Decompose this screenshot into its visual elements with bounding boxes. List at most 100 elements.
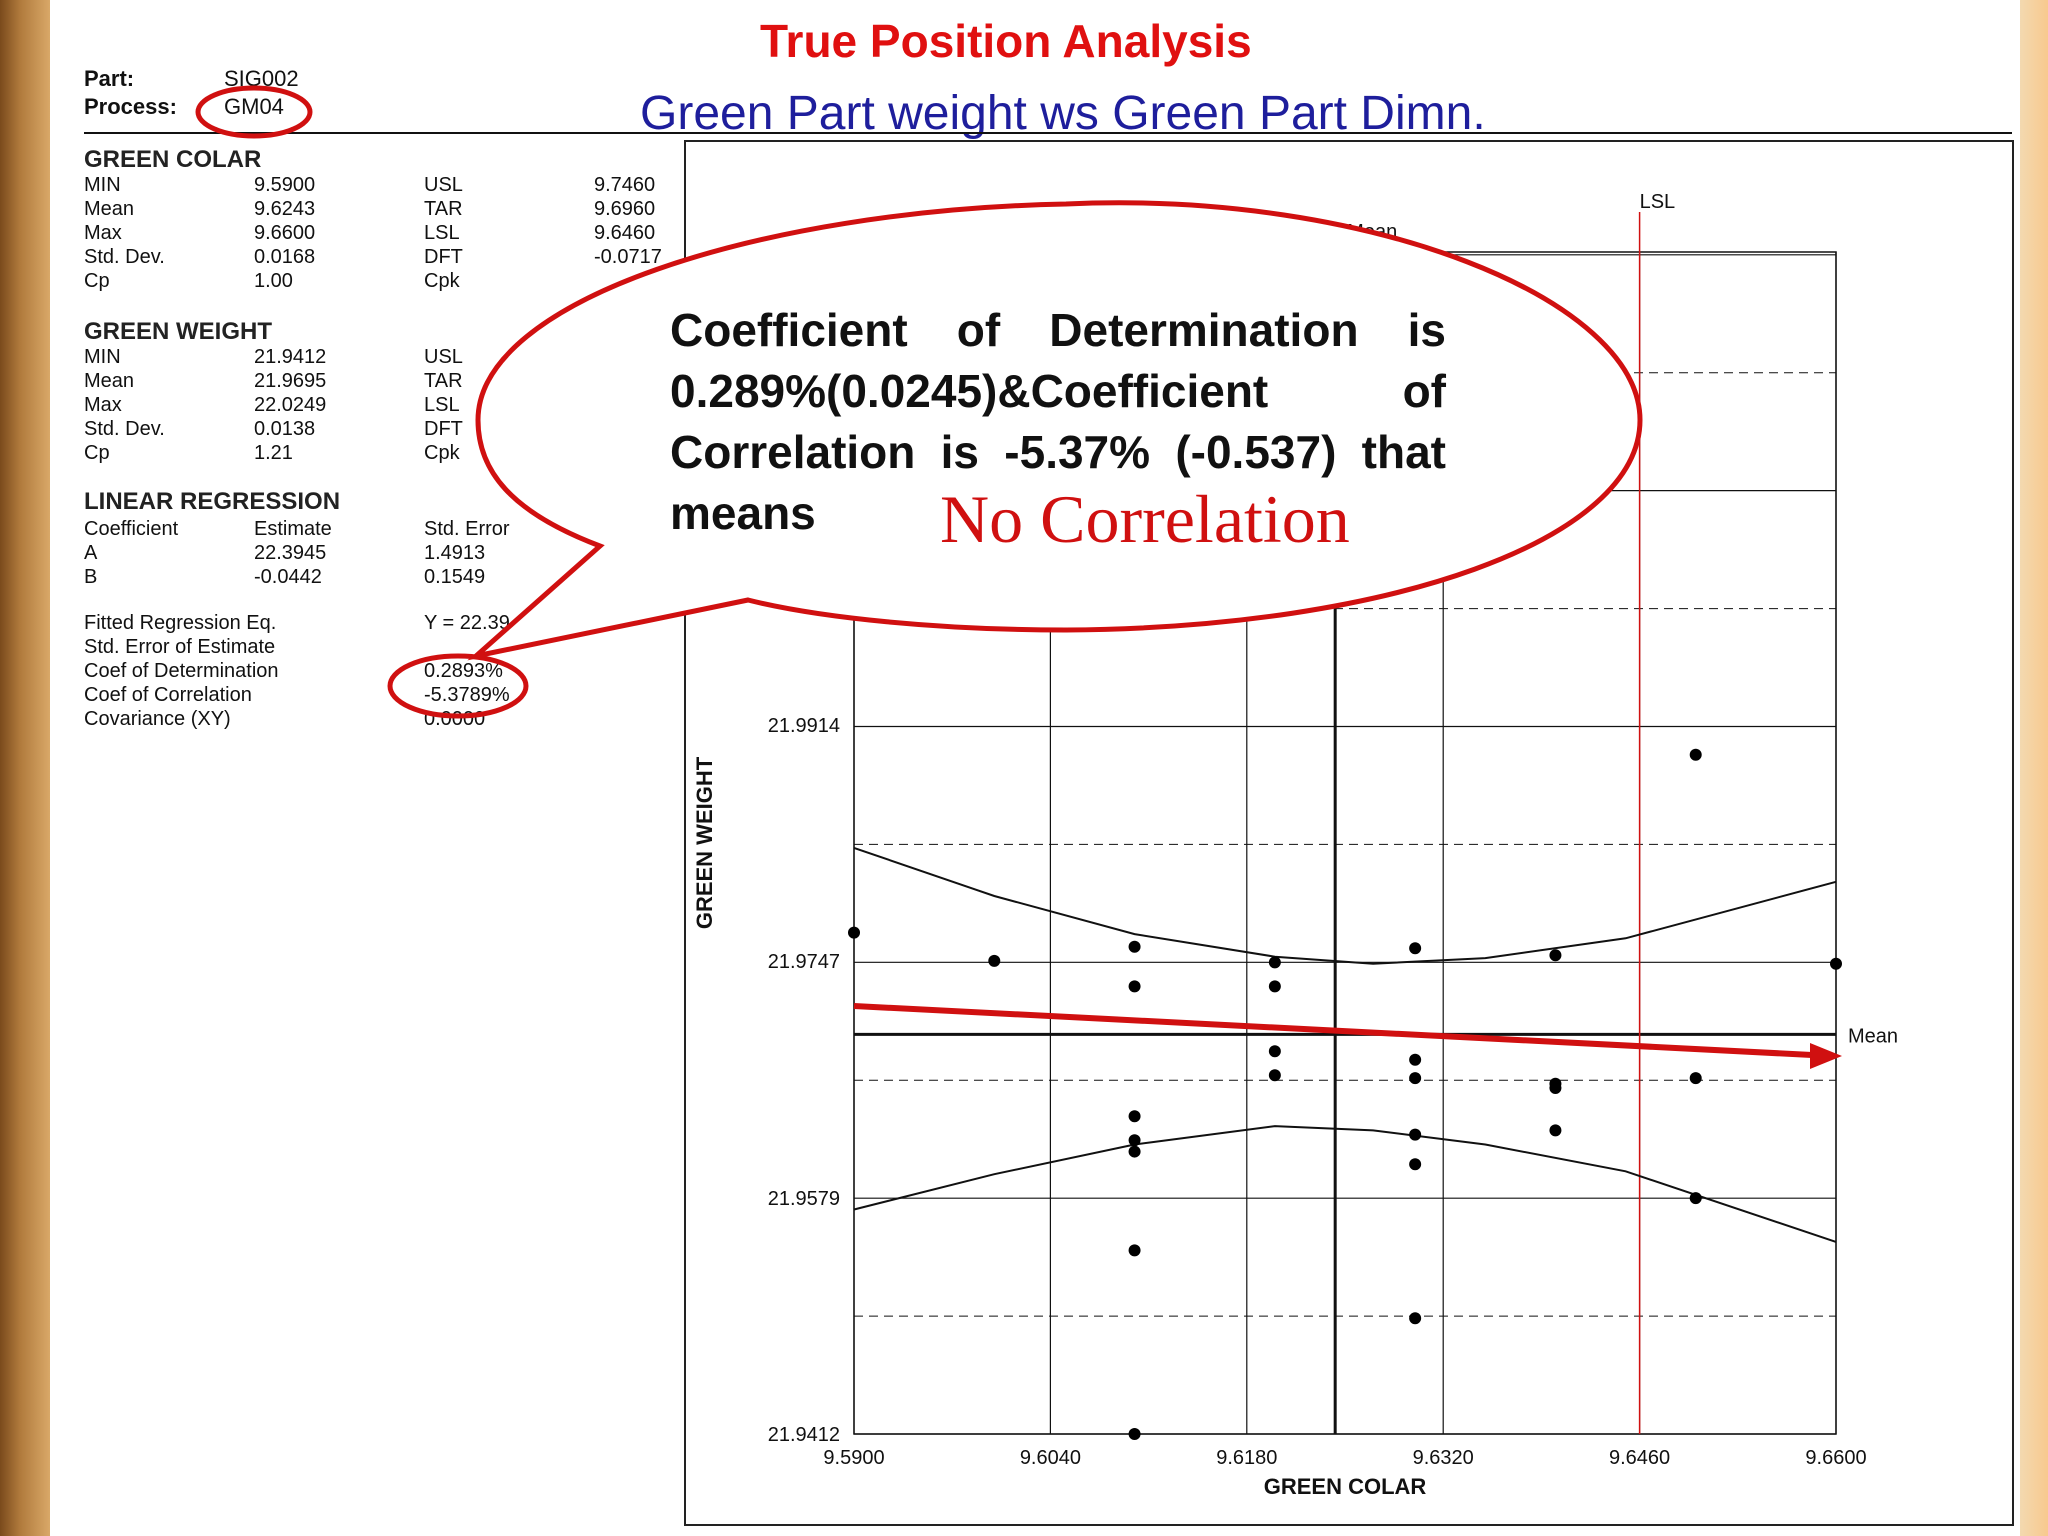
stat-label: Max — [84, 394, 122, 416]
trend-arrowhead — [1810, 1043, 1842, 1069]
data-point — [1128, 1428, 1141, 1440]
data-point — [1409, 1053, 1422, 1066]
stat-label: Covariance (XY) — [84, 708, 231, 730]
green-colar-heading: GREEN COLAR — [84, 146, 262, 173]
spec-label: USL — [424, 346, 463, 368]
data-point — [988, 954, 1001, 967]
spec-value: 9.7460 — [594, 174, 656, 196]
trend-arrow — [853, 1003, 1813, 1058]
stat-label: Cp — [84, 442, 110, 464]
data-point — [1128, 1145, 1141, 1158]
y-tick-label: 21.9579 — [768, 1188, 840, 1210]
stat-label: Std. Dev. — [84, 418, 165, 440]
data-point — [1128, 1110, 1141, 1123]
spec-label: USL — [424, 174, 463, 196]
process-value: GM04 — [224, 94, 284, 119]
spec-label: Cpk — [424, 442, 460, 464]
spec-value: 9.6460 — [594, 222, 656, 244]
x-tick-label: 9.6460 — [1609, 1447, 1670, 1469]
right-frame — [2020, 0, 2048, 1536]
x-tick-label: 9.5900 — [823, 1447, 884, 1469]
stat-label: Coef of Correlation — [84, 684, 252, 706]
stat-label: Cp — [84, 270, 110, 292]
x-tick-label: 9.6040 — [1020, 1447, 1081, 1469]
data-point — [848, 926, 860, 939]
y-tick-label: 21.9412 — [768, 1424, 840, 1446]
coefficient-std-error: 0.1549 — [424, 566, 486, 588]
spec-label: DFT — [424, 246, 463, 268]
green-weight-heading: GREEN WEIGHT — [84, 318, 273, 345]
y-axis-label: GREEN WEIGHT — [692, 756, 717, 929]
linear-regression-heading: LINEAR REGRESSION — [84, 488, 341, 515]
data-point — [1409, 1158, 1422, 1171]
coefficient-estimate: 22.3945 — [254, 542, 327, 564]
column-header: Estimate — [254, 518, 332, 540]
stat-value: 9.5900 — [254, 174, 316, 196]
data-point — [1689, 1072, 1702, 1085]
data-point — [1128, 1134, 1141, 1147]
spec-label: Cpk — [424, 270, 460, 292]
data-point — [1268, 956, 1281, 969]
stat-value: 21.9412 — [254, 346, 327, 368]
part-label: Part: — [84, 66, 135, 91]
lower-confidence-band — [853, 1125, 1837, 1243]
stat-value: 0.0168 — [254, 246, 316, 268]
spec-label: TAR — [424, 370, 463, 392]
y-mean-label: Mean — [1848, 1025, 1898, 1047]
stat-label: Std. Error of Estimate — [84, 636, 276, 658]
spec-value: -0.0717 — [594, 246, 662, 268]
data-point — [1268, 980, 1281, 993]
stat-value: 9.6243 — [254, 198, 316, 220]
stat-value: 21.9695 — [254, 370, 327, 392]
x-axis-label: GREEN COLAR — [1264, 1474, 1427, 1499]
data-point — [1128, 940, 1141, 953]
stat-value: 0.0138 — [254, 418, 316, 440]
x-tick-label: 9.6180 — [1216, 1447, 1277, 1469]
callout-bubble — [467, 200, 1643, 661]
data-point — [1268, 1045, 1281, 1058]
spec-label: LSL — [424, 222, 460, 244]
spec-label: LSL — [424, 394, 460, 416]
column-header: Std. Error — [424, 518, 510, 540]
data-point — [1409, 942, 1422, 955]
data-point — [1128, 980, 1141, 993]
upper-confidence-band — [853, 846, 1837, 965]
callout-text: Coefficient of Determination is 0.289%(0… — [670, 304, 1446, 539]
data-point — [1549, 949, 1562, 962]
y-tick-label: 21.9914 — [768, 715, 840, 737]
stat-value: 0.2893% — [424, 660, 503, 682]
x-tick-label: 9.6600 — [1805, 1447, 1866, 1469]
data-point — [1409, 1072, 1422, 1085]
data-point — [1549, 1082, 1562, 1095]
data-point — [1409, 1312, 1422, 1325]
data-point — [1549, 1124, 1562, 1137]
page-title: True Position Analysis — [760, 15, 1252, 67]
stat-label: Std. Dev. — [84, 246, 165, 268]
stat-label: Mean — [84, 198, 135, 220]
stat-label: Fitted Regression Eq. — [84, 612, 277, 634]
process-label: Process: — [84, 94, 177, 119]
stat-label: MIN — [84, 346, 121, 368]
page-subtitle: Green Part weight ws Green Part Dimn. — [640, 87, 1486, 140]
spec-label: TAR — [424, 198, 463, 220]
callout-emphasis: No Correlation — [940, 481, 1350, 557]
stat-value: 22.0249 — [254, 394, 327, 416]
coefficient-name: A — [84, 542, 98, 564]
stat-value: Y = 22.39 — [424, 612, 510, 634]
data-point — [1128, 1244, 1141, 1257]
spec-value: 9.6960 — [594, 198, 656, 220]
spec-label: DFT — [424, 418, 463, 440]
data-point — [1409, 1128, 1422, 1141]
stat-label: MIN — [84, 174, 121, 196]
stat-value: 9.6600 — [254, 222, 316, 244]
data-point — [1830, 957, 1842, 970]
data-point — [1689, 1192, 1702, 1205]
stat-value: 1.21 — [254, 442, 293, 464]
stats-highlight-ellipse — [387, 653, 529, 719]
lsl-label: LSL — [1640, 191, 1676, 213]
header-rule — [84, 132, 2012, 134]
data-point — [1268, 1069, 1281, 1082]
column-header: Coefficient — [84, 518, 179, 540]
process-highlight-ellipse — [195, 85, 313, 139]
